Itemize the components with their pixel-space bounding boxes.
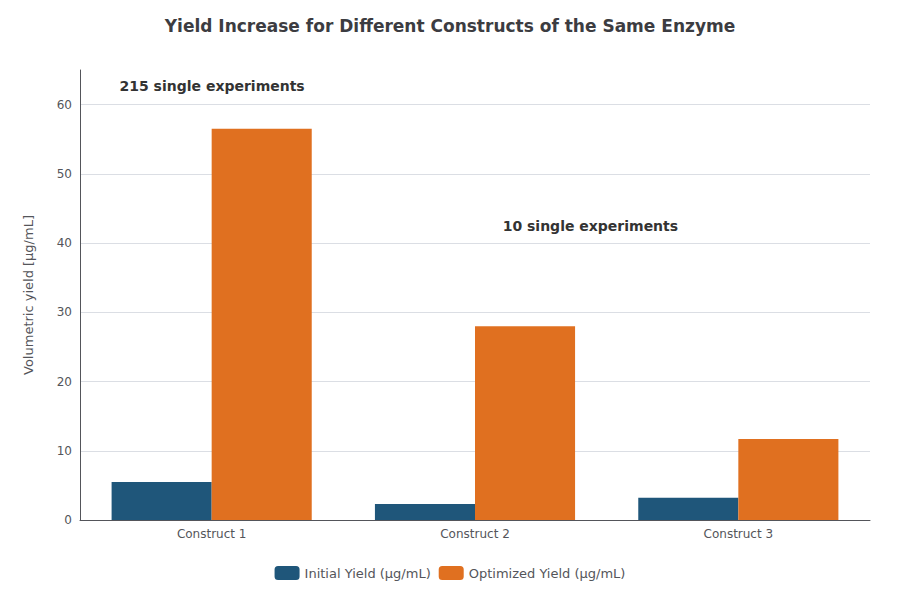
- svg-text:Initial Yield (μg/mL): Initial Yield (μg/mL): [305, 566, 431, 581]
- svg-text:Construct 2: Construct 2: [440, 527, 510, 541]
- svg-text:0: 0: [64, 513, 72, 527]
- svg-text:10: 10: [57, 444, 72, 458]
- svg-text:10 single experiments: 10 single experiments: [503, 218, 678, 234]
- svg-text:Construct 1: Construct 1: [177, 527, 247, 541]
- svg-text:Optimized Yield (μg/mL): Optimized Yield (μg/mL): [469, 566, 626, 581]
- svg-text:Yield Increase for Different C: Yield Increase for Different Constructs …: [164, 16, 735, 36]
- svg-text:Construct 3: Construct 3: [704, 527, 774, 541]
- svg-text:40: 40: [57, 236, 72, 250]
- svg-text:50: 50: [57, 167, 72, 181]
- svg-text:Volumetric yield [μg/mL]: Volumetric yield [μg/mL]: [21, 215, 36, 375]
- svg-text:30: 30: [57, 305, 72, 319]
- svg-text:60: 60: [57, 98, 72, 112]
- svg-text:20: 20: [57, 375, 72, 389]
- svg-text:215 single experiments: 215 single experiments: [120, 78, 305, 94]
